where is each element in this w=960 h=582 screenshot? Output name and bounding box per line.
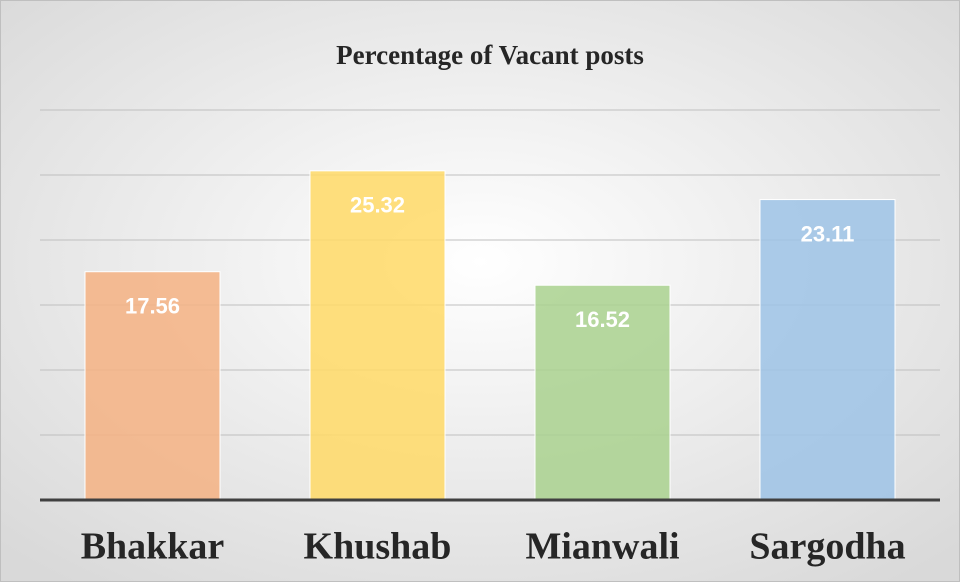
x-tick-label: Khushab — [304, 526, 452, 568]
data-label: 16.52 — [575, 307, 630, 332]
data-label: 17.56 — [125, 294, 180, 319]
bar — [759, 199, 896, 501]
data-label: 25.32 — [350, 193, 405, 218]
bar — [84, 271, 221, 501]
x-tick-label: Sargodha — [749, 526, 905, 568]
bar — [534, 284, 671, 501]
x-tick-label: Bhakkar — [81, 526, 225, 568]
data-label: 23.11 — [801, 221, 855, 246]
chart-title: Percentage of Vacant posts — [336, 40, 644, 70]
bar — [309, 170, 446, 501]
x-tick-label: Mianwali — [525, 526, 679, 568]
